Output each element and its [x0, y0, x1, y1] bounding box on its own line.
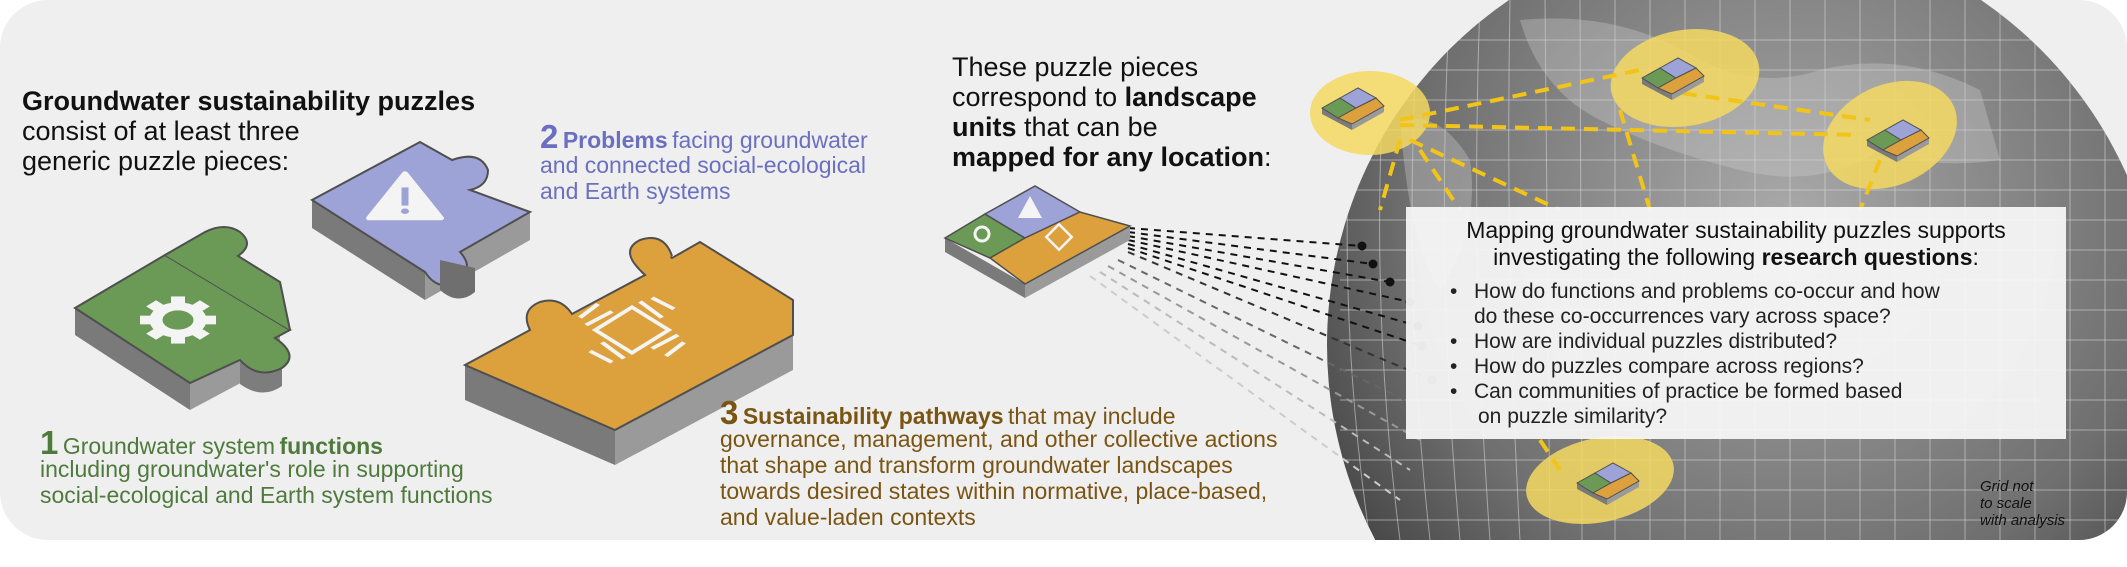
research-question: • How do puzzles compare across regions?: [1450, 355, 1864, 378]
pathways-label: 3 Sustainability pathways that may inclu…: [720, 394, 1176, 432]
grid-note: with analysis: [1980, 512, 2066, 529]
grid-note: to scale: [1980, 495, 2032, 512]
research-questions-box: Mapping groundwater sustainability puzzl…: [1406, 207, 2066, 439]
research-question: • Can communities of practice be formed b…: [1450, 380, 1903, 403]
problems-puzzle-piece: [310, 140, 533, 300]
research-question: do these co-occurrences vary across spac…: [1474, 305, 1891, 328]
problems-text: facing groundwater: [672, 127, 868, 153]
pathways-keyword: Sustainability pathways: [742, 403, 1004, 429]
functions-text: Groundwater system: [62, 433, 276, 459]
gear-icon: [973, 225, 991, 243]
problems-keyword: Problems: [562, 127, 668, 153]
problems-number: 2: [540, 118, 559, 155]
grid-note: Grid not: [1980, 478, 2034, 495]
gear-icon: [140, 296, 216, 344]
landscape-text: correspond to landscape: [952, 82, 1257, 112]
pathways-text: towards desired states within normative,…: [720, 478, 1268, 504]
landscape-text: These puzzle pieces: [952, 52, 1199, 82]
functions-keyword: functions: [279, 433, 383, 459]
location-connectors: [1089, 227, 1433, 501]
research-question-list: • How do functions and problems co-occur …: [1450, 279, 1940, 429]
pathways-puzzle-piece: [462, 237, 794, 465]
combined-puzzle-piece: [943, 185, 1132, 298]
landscape-text: mapped for any location:: [952, 142, 1272, 172]
background-panel: Groundwater sustainability puzzles consi…: [0, 0, 2127, 540]
functions-number: 1: [40, 424, 59, 461]
problems-text: and Earth systems: [540, 178, 731, 204]
functions-label: 1 Groundwater system functions: [40, 424, 383, 462]
problems-label: 2 Problems facing groundwater: [540, 118, 868, 156]
linked-hands-icon: [1044, 222, 1074, 252]
pathways-text: that may include: [1008, 403, 1176, 429]
research-question: • How are individual puzzles distributed?: [1450, 330, 1838, 353]
pathways-text: that shape and transform groundwater lan…: [720, 452, 1233, 478]
globe-puzzle-markers: [1321, 57, 1930, 505]
research-title: Mapping groundwater sustainability puzzl…: [1466, 217, 2006, 243]
functions-text: including groundwater's role in supporti…: [40, 456, 464, 482]
intro-line: consist of at least three: [22, 116, 300, 146]
warning-icon: [366, 171, 444, 221]
pathways-text: and value-laden contexts: [720, 504, 976, 530]
region-connectors: [1378, 68, 1882, 472]
research-question: on puzzle similarity?: [1478, 405, 1668, 428]
functions-text: social-ecological and Earth system funct…: [40, 482, 493, 508]
research-question: • How do functions and problems co-occur …: [1450, 280, 1940, 303]
linked-hands-icon: [578, 296, 686, 364]
warning-icon: [1018, 196, 1042, 218]
problems-text: and connected social-ecological: [540, 152, 867, 178]
research-title: investigating the following research que…: [1493, 244, 1979, 270]
intro-line: generic puzzle pieces:: [22, 146, 290, 176]
functions-puzzle-piece: [73, 226, 293, 410]
landscape-text: units that can be: [952, 112, 1158, 142]
pathways-text: governance, management, and other collec…: [720, 426, 1278, 452]
pathways-number: 3: [720, 394, 739, 431]
intro-title: Groundwater sustainability puzzles: [22, 86, 476, 116]
